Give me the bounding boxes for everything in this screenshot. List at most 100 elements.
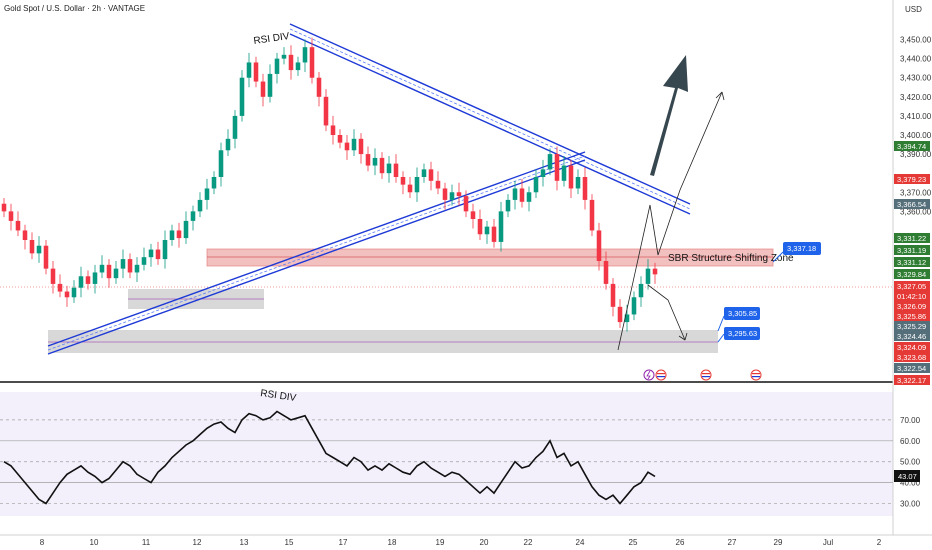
time-tick-label: 18 xyxy=(388,538,397,547)
rsi-band xyxy=(0,392,893,516)
candle xyxy=(568,159,574,198)
time-tick-label: 27 xyxy=(728,538,737,547)
price-tick-label: 3,370.00 xyxy=(900,188,932,197)
rsi-current-value: 43.07 xyxy=(898,472,917,481)
time-tick-label: 2 xyxy=(877,538,882,547)
candle xyxy=(309,37,315,84)
candle xyxy=(99,255,105,279)
candle xyxy=(470,203,476,229)
lightning-event-icon[interactable] xyxy=(643,369,655,381)
rsi-tick-label: 60.00 xyxy=(900,437,921,446)
price-label-badge: 3,379.23 xyxy=(894,174,930,184)
rsi-tick-label: 50.00 xyxy=(900,458,921,467)
candle xyxy=(64,285,70,307)
candle xyxy=(183,211,189,244)
candle xyxy=(57,274,63,298)
event-icons xyxy=(643,369,762,381)
candle xyxy=(603,251,609,290)
price-label-badge: 3,325.86 xyxy=(894,311,930,321)
candle xyxy=(463,190,469,218)
chart-title: Gold Spot / U.S. Dollar · 2h · VANTAGE xyxy=(4,4,145,13)
price-label-text: 3,394.74 xyxy=(897,142,926,151)
us-flag-event-icon[interactable] xyxy=(655,369,667,381)
rsi-tick-label: 40.00 xyxy=(900,479,921,488)
price-label-text: 3,326.09 xyxy=(897,302,926,311)
price-label-text: 3,379.23 xyxy=(897,175,926,184)
candle xyxy=(1,198,7,218)
price-tick-label: 3,440.00 xyxy=(900,55,932,64)
candle xyxy=(589,194,595,237)
candle xyxy=(547,148,553,176)
candle xyxy=(274,52,280,84)
support-zone-large xyxy=(48,330,718,353)
candle xyxy=(421,163,427,183)
candle xyxy=(526,186,532,212)
candle xyxy=(71,280,77,303)
candle xyxy=(169,224,175,246)
candle xyxy=(428,161,434,191)
candle xyxy=(15,211,21,237)
price-label-badge: 3,324.46 xyxy=(894,331,930,341)
price-tick-label: 3,420.00 xyxy=(900,93,932,102)
candle xyxy=(596,222,602,271)
price-label-text: 3,323.68 xyxy=(897,353,926,362)
candle xyxy=(134,257,140,282)
candle xyxy=(148,243,154,267)
price-label-badge: 3,329.84 xyxy=(894,269,930,279)
candle xyxy=(106,259,112,288)
price-label-text: 3,325.29 xyxy=(897,322,926,331)
price-label-badge: 3,331.19 xyxy=(894,245,930,255)
candle xyxy=(323,89,329,132)
candle xyxy=(197,192,203,218)
candle xyxy=(582,167,588,210)
price-label-text: 3,331.19 xyxy=(897,246,926,255)
candle xyxy=(554,146,560,191)
price-label-text: 3,325.86 xyxy=(897,312,926,321)
rsi-div-label-osc: RSI DIV xyxy=(260,388,298,404)
rsi-tick-label: 70.00 xyxy=(900,416,921,425)
candle xyxy=(316,72,322,107)
candle xyxy=(617,299,623,328)
candle xyxy=(372,148,378,176)
price-label-badge: 01:42:10 xyxy=(894,291,930,301)
projection-arrow-head xyxy=(678,91,725,341)
price-label-text: 3,366.54 xyxy=(897,200,926,209)
currency-label: USD xyxy=(905,5,922,14)
price-label-text: 3,327.05 xyxy=(897,282,926,291)
candle xyxy=(442,182,448,210)
candle xyxy=(36,236,42,263)
rsi-levels: 70.00 60.00 50.00 40.00 30.00 xyxy=(0,416,921,509)
time-tick-label: 22 xyxy=(524,538,533,547)
us-flag-event-icon[interactable] xyxy=(700,369,712,381)
price-label-badge: 3,366.54 xyxy=(894,199,930,209)
candle xyxy=(232,110,238,149)
candle xyxy=(211,171,217,195)
candle xyxy=(456,182,462,206)
candle xyxy=(533,169,539,198)
candle xyxy=(176,222,182,248)
price-tag-3337-text: 3,337.18 xyxy=(787,244,816,253)
candle xyxy=(155,241,161,265)
price-label-badge: 3,324.09 xyxy=(894,342,930,352)
candle xyxy=(29,232,35,260)
candle xyxy=(561,156,567,187)
candle xyxy=(113,261,119,284)
price-label-text: 3,322.17 xyxy=(897,376,926,385)
price-tag-3305: 3,305.85 xyxy=(717,307,760,332)
candle xyxy=(575,169,581,195)
candle xyxy=(288,45,294,80)
price-label-badge: 3,394.74 xyxy=(894,141,930,151)
us-flag-event-icon[interactable] xyxy=(750,369,762,381)
price-tick-label: 3,450.00 xyxy=(900,36,932,45)
candle xyxy=(92,264,98,294)
descending-channel xyxy=(289,23,691,215)
price-tag-3295: 3,295.63 xyxy=(717,327,760,343)
price-label-text: 3,324.09 xyxy=(897,343,926,352)
candle xyxy=(540,159,546,187)
candle xyxy=(8,203,14,231)
candle xyxy=(253,56,259,88)
candle xyxy=(302,39,308,72)
price-label-badge: 3,326.09 xyxy=(894,301,930,311)
candle xyxy=(141,247,147,271)
candle xyxy=(85,270,91,290)
